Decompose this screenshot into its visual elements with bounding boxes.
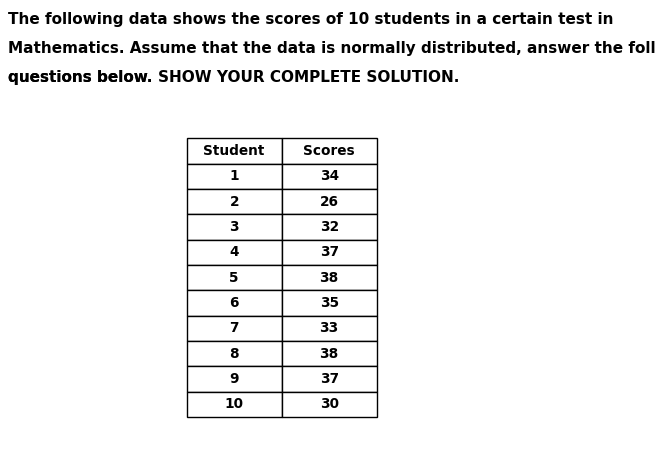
Bar [282, 138, 377, 164]
Bar [282, 316, 377, 341]
Bar [282, 265, 377, 290]
Bar [187, 189, 282, 214]
Text: 5: 5 [229, 271, 239, 285]
Bar [187, 316, 282, 341]
Bar [282, 366, 377, 392]
Text: 37: 37 [320, 372, 339, 386]
Text: questions below.: questions below. [8, 70, 158, 85]
Text: Scores: Scores [303, 144, 355, 158]
Text: 35: 35 [320, 296, 339, 310]
Text: 9: 9 [229, 372, 239, 386]
Bar [282, 341, 377, 366]
Bar [187, 290, 282, 316]
Text: 3: 3 [229, 220, 239, 234]
Text: 30: 30 [320, 397, 339, 411]
Text: 34: 34 [320, 169, 339, 183]
Text: Student: Student [204, 144, 265, 158]
Text: Mathematics. Assume that the data is normally distributed, answer the following: Mathematics. Assume that the data is nor… [8, 41, 655, 56]
Bar [187, 164, 282, 189]
Text: 10: 10 [225, 397, 244, 411]
Text: The following data shows the scores of 10 students in a certain test in: The following data shows the scores of 1… [8, 12, 613, 27]
Bar [282, 240, 377, 265]
Text: 33: 33 [320, 321, 339, 335]
Text: 37: 37 [320, 245, 339, 259]
Bar [282, 392, 377, 417]
Text: 38: 38 [320, 347, 339, 361]
Bar [282, 189, 377, 214]
Text: questions below.: questions below. [8, 70, 158, 85]
Text: SHOW YOUR COMPLETE SOLUTION.: SHOW YOUR COMPLETE SOLUTION. [158, 70, 459, 85]
Text: 4: 4 [229, 245, 239, 259]
Text: 26: 26 [320, 195, 339, 209]
Text: 32: 32 [320, 220, 339, 234]
Text: 7: 7 [229, 321, 239, 335]
Bar [282, 290, 377, 316]
Text: 8: 8 [229, 347, 239, 361]
Bar [282, 164, 377, 189]
Bar [187, 214, 282, 240]
Bar [187, 240, 282, 265]
Text: 6: 6 [229, 296, 239, 310]
Bar [187, 138, 282, 164]
Bar [187, 392, 282, 417]
Bar [187, 366, 282, 392]
Text: 2: 2 [229, 195, 239, 209]
Bar [187, 265, 282, 290]
Bar [282, 214, 377, 240]
Text: 38: 38 [320, 271, 339, 285]
Bar [187, 341, 282, 366]
Text: 1: 1 [229, 169, 239, 183]
